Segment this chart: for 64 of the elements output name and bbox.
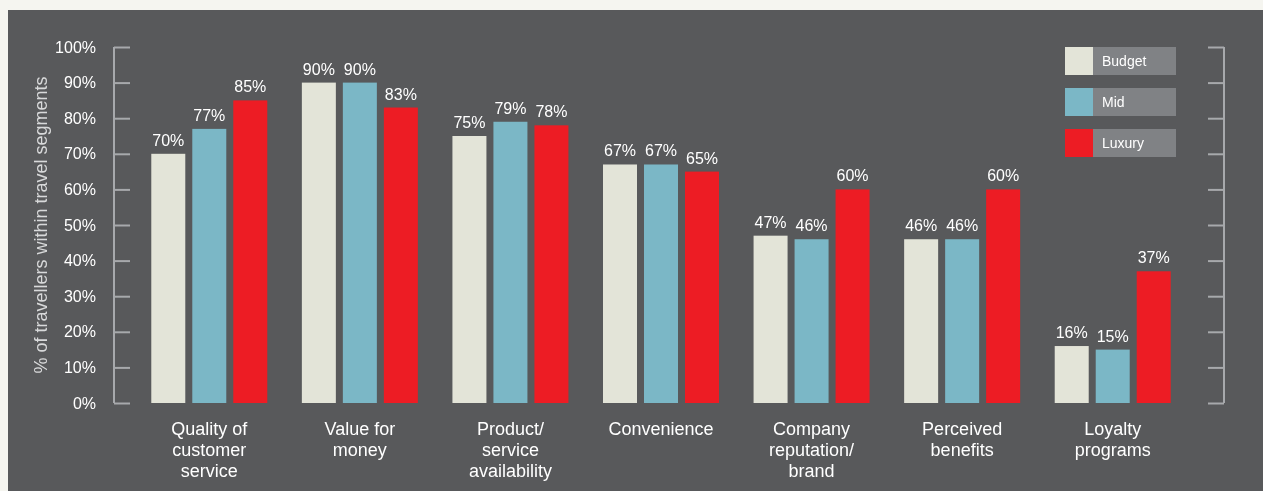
y-axis-title: % of travellers within travel segments bbox=[31, 76, 51, 374]
data-label: 46% bbox=[795, 217, 828, 235]
bar bbox=[644, 164, 678, 403]
bar bbox=[1136, 271, 1171, 403]
y-tick-label: 10% bbox=[63, 359, 96, 377]
x-tick-label: Product/ service availability bbox=[468, 419, 552, 481]
data-label: 79% bbox=[494, 99, 527, 117]
bar bbox=[493, 121, 528, 403]
bar bbox=[383, 107, 418, 403]
bar bbox=[151, 153, 186, 403]
data-label: 65% bbox=[685, 149, 719, 167]
bar bbox=[794, 239, 829, 403]
x-tick-label: Quality of customer service bbox=[171, 419, 249, 481]
y-tick-label: 40% bbox=[63, 252, 96, 270]
x-tick-label: Perceived benefits bbox=[922, 419, 1003, 460]
x-tick-label: Convenience bbox=[608, 419, 714, 439]
y-tick-label: 30% bbox=[63, 287, 96, 305]
bar bbox=[945, 239, 980, 403]
y-tick-label: 0% bbox=[72, 394, 96, 412]
bar bbox=[835, 189, 870, 403]
y-tick-label: 60% bbox=[63, 181, 96, 199]
y-tick-label: 100% bbox=[55, 38, 96, 56]
y-tick-label: 80% bbox=[63, 109, 96, 127]
data-label: 77% bbox=[193, 106, 226, 124]
bar bbox=[192, 128, 227, 403]
data-label: 67% bbox=[603, 142, 637, 160]
data-label: 70% bbox=[152, 131, 185, 149]
data-label: 67% bbox=[644, 142, 678, 160]
y-tick-label: 90% bbox=[63, 74, 96, 92]
data-label: 60% bbox=[987, 167, 1020, 185]
y-tick-label: 20% bbox=[63, 323, 96, 341]
bar bbox=[342, 82, 377, 403]
bar bbox=[534, 125, 569, 403]
legend-label: Luxury bbox=[1102, 135, 1145, 151]
bar bbox=[685, 171, 719, 403]
legend-label: Mid bbox=[1102, 94, 1125, 110]
data-label: 15% bbox=[1096, 327, 1129, 345]
bar bbox=[904, 239, 939, 403]
data-label: 46% bbox=[946, 217, 979, 235]
x-tick-label: Company reputation/ brand bbox=[769, 419, 855, 481]
y-tick-label: 50% bbox=[63, 216, 96, 234]
data-label: 78% bbox=[535, 103, 568, 121]
data-label: 85% bbox=[234, 78, 267, 96]
bar bbox=[753, 235, 788, 403]
legend-label: Budget bbox=[1102, 53, 1147, 69]
data-label: 60% bbox=[836, 167, 869, 185]
data-label: 90% bbox=[343, 60, 376, 78]
data-label: 90% bbox=[302, 60, 335, 78]
bar bbox=[1095, 349, 1130, 403]
bar bbox=[1054, 346, 1089, 403]
data-label: 16% bbox=[1055, 324, 1088, 342]
bar bbox=[233, 100, 268, 403]
bar bbox=[452, 136, 487, 403]
x-tick-label: Value for money bbox=[324, 419, 396, 460]
data-label: 83% bbox=[384, 85, 417, 103]
data-label: 46% bbox=[905, 217, 938, 235]
data-label: 47% bbox=[754, 213, 787, 231]
bar bbox=[986, 189, 1021, 403]
x-tick-label: Loyalty programs bbox=[1074, 419, 1151, 460]
data-label: 37% bbox=[1137, 249, 1170, 267]
y-tick-label: 70% bbox=[63, 145, 96, 163]
bar bbox=[301, 82, 336, 403]
data-label: 75% bbox=[453, 114, 486, 131]
bar bbox=[603, 164, 637, 403]
